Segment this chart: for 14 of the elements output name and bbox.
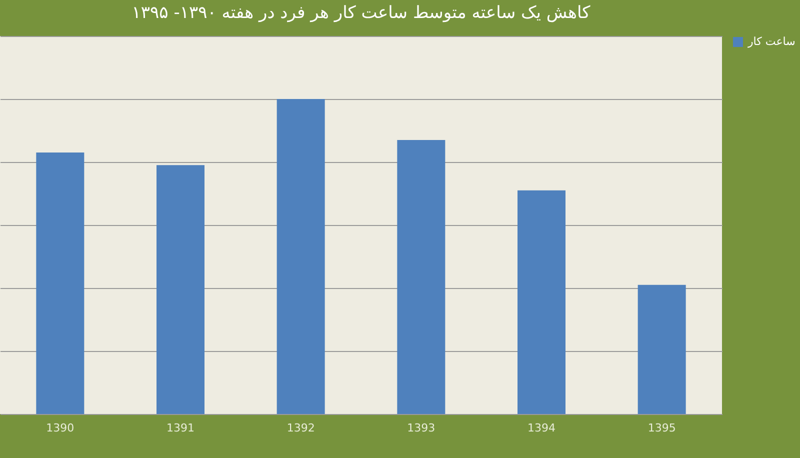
- bar: [36, 152, 84, 414]
- x-tick-label: 1391: [166, 422, 194, 434]
- bar: [518, 190, 566, 414]
- legend-label: ساعت کار: [747, 35, 796, 48]
- bar: [156, 165, 204, 414]
- x-tick-label: 1390: [46, 422, 74, 434]
- bar: [276, 99, 325, 414]
- bar: [397, 140, 446, 414]
- bar: [638, 284, 686, 414]
- x-tick-label: 1394: [528, 422, 556, 434]
- x-tick-label: 1392: [286, 422, 315, 434]
- x-tick-label: 1395: [648, 422, 676, 434]
- x-tick-label: 1393: [407, 422, 436, 434]
- chart-title: کاهش یک ساعته متوسط ساعت کار هر فرد در هفته ۱۳۹۰- ۱۳۹۵: [132, 3, 592, 23]
